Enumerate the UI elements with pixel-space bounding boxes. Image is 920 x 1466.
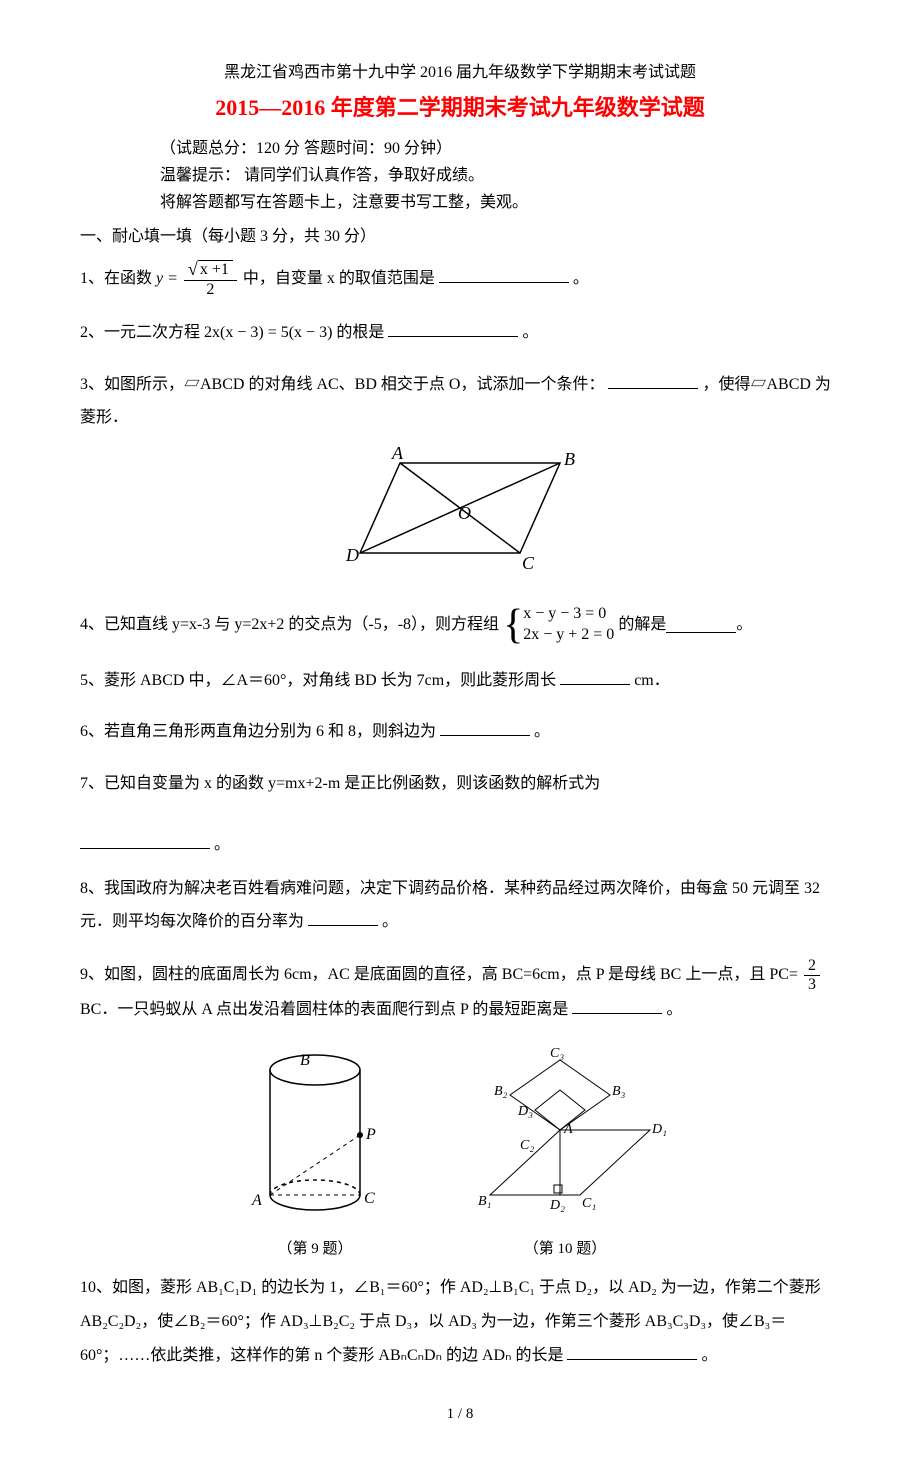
blank [308,909,378,926]
info-line2: 温馨提示： 请同学们认真作答，争取好成绩。 [160,162,840,189]
blank [666,616,736,633]
figure-9-caption: （第 9 题） [240,1237,390,1261]
blank [567,1343,697,1360]
question-6: 6、若直角三角形两直角边分别为 6 和 8，则斜边为 。 [80,715,840,749]
question-1: 1、在函数 y = √x +1 2 中，自变量 x 的取值范围是 。 [80,260,840,298]
q4-text-c: 。 [736,608,752,642]
figure-10-caption: （第 10 题） [450,1237,680,1261]
question-9: 9、如图，圆柱的底面周长为 6cm，AC 是底面圆的直径，高 BC=6cm，点 … [80,957,840,1027]
q2-text-c: 。 [522,324,538,341]
q4-eq1: x − y − 3 = 0 [523,604,614,625]
svg-text:C₁: C₁ [582,1196,596,1211]
info-line1: （试题总分：120 分 答题时间：90 分钟） [160,135,840,162]
svg-text:D₃: D₃ [517,1104,533,1119]
figure-10: A B₁ C₁ D₁ D₂ B₂ C₂ D₃ C₃ B₃ （第 10 题） [450,1045,680,1262]
svg-text:D₁: D₁ [651,1122,667,1137]
q1-text-a: 1、在函数 [80,270,152,287]
svg-text:D₂: D₂ [549,1198,565,1213]
figure-3-parallelogram: A B C D O [330,443,590,573]
page-number: 1 / 8 [80,1402,840,1426]
svg-text:B₁: B₁ [478,1194,491,1209]
label-D: D [345,545,359,565]
figure-9: B P A C （第 9 题） [240,1045,390,1262]
q2-text-b: 的根是 [336,324,384,341]
label-B: B [564,449,575,469]
blank [439,266,569,283]
blank [80,832,210,849]
svg-text:C₂: C₂ [520,1138,534,1153]
svg-text:C: C [364,1190,375,1207]
sqrt-icon: √x +1 [188,260,233,279]
svg-text:A: A [563,1122,573,1137]
section-1-header: 一、耐心填一填（每小题 3 分，共 30 分） [80,224,840,250]
blank [608,372,698,389]
blank [572,997,662,1014]
label-C: C [522,553,535,573]
info-line3: 将解答题都写在答题卡上，注意要书写工整，美观。 [160,189,840,216]
q4-eq2: 2x − y + 2 = 0 [523,625,614,646]
svg-text:B₂: B₂ [494,1084,508,1099]
q3-text-a: 3、如图所示，▱ABCD 的对角线 AC、BD 相交于点 O，试添加一个条件： [80,376,604,393]
blank [440,719,530,736]
q6-text-b: 。 [534,723,550,740]
q2-eq: 2x(x − 3) = 5(x − 3) [204,324,332,341]
q8-text-a: 8、我国政府为解决老百姓看病难问题，决定下调药品价格．某种药品经过两次降价，由每… [80,880,820,931]
equation-system: { x − y − 3 = 0 2x − y + 2 = 0 [503,604,614,646]
q10-text-b: 。 [701,1347,717,1364]
q9-text-c: 。 [666,1001,682,1018]
q9-text-a: 9、如图，圆柱的底面周长为 6cm，AC 是底面圆的直径，高 BC=6cm，点 … [80,966,798,983]
figure-row: B P A C （第 9 题） A B₁ C₁ D₁ D₂ B₂ C₂ D₃ [80,1045,840,1262]
question-7: 7、已知自变量为 x 的函数 y=mx+2-m 是正比例函数，则该函数的解析式为… [80,767,840,862]
svg-text:P: P [365,1126,376,1143]
q1-y: y = [156,270,178,287]
q6-text-a: 6、若直角三角形两直角边分别为 6 和 8，则斜边为 [80,723,436,740]
question-4: 4、已知直线 y=x-3 与 y=2x+2 的交点为（-5，-8），则方程组 {… [80,604,840,646]
q1-text-b: 中，自变量 x 的取值范围是 [243,270,435,287]
q7-text-b: 。 [214,836,230,853]
q5-text-a: 5、菱形 ABCD 中，∠A＝60°，对角线 BD 长为 7cm，则此菱形周长 [80,672,556,689]
label-A: A [391,443,404,463]
question-5: 5、菱形 ABCD 中，∠A＝60°，对角线 BD 长为 7cm，则此菱形周长 … [80,664,840,698]
doc-title: 2015—2016 年度第二学期期末考试九年级数学试题 [80,90,840,125]
svg-text:B₃: B₃ [612,1084,626,1099]
question-2: 2、一元二次方程 2x(x − 3) = 5(x − 3) 的根是 。 [80,316,840,350]
blank [560,668,630,685]
q7-text-a: 7、已知自变量为 x 的函数 y=mx+2-m 是正比例函数，则该函数的解析式为 [80,775,600,792]
info-block: （试题总分：120 分 答题时间：90 分钟） 温馨提示： 请同学们认真作答，争… [160,135,840,217]
q9-fraction: 2 3 [804,957,820,993]
question-8: 8、我国政府为解决老百姓看病难问题，决定下调药品价格．某种药品经过两次降价，由每… [80,872,840,939]
q1-fraction: √x +1 2 [184,260,237,298]
q8-text-b: 。 [382,913,398,930]
q4-text-a: 4、已知直线 y=x-3 与 y=2x+2 的交点为（-5，-8），则方程组 [80,608,499,642]
question-10: 10、如图，菱形 AB₁C₁D₁ 的边长为 1，∠B₁＝60°；作 AD₂⊥B₁… [80,1271,840,1372]
q1-text-c: 。 [573,270,589,287]
q9-text-b: BC．一只蚂蚁从 A 点出发沿着圆柱体的表面爬行到点 P 的最短距离是 [80,1001,568,1018]
q4-text-b: 的解是 [618,608,666,642]
svg-text:B: B [300,1052,310,1069]
svg-text:C₃: C₃ [550,1046,564,1061]
label-O: O [458,503,471,523]
blank [388,320,518,337]
question-3: 3、如图所示，▱ABCD 的对角线 AC、BD 相交于点 O，试添加一个条件： … [80,368,840,586]
doc-header: 黑龙江省鸡西市第十九中学 2016 届九年级数学下学期期末考试试题 [80,60,840,86]
q5-text-b: cm． [634,672,670,689]
svg-text:A: A [251,1192,262,1209]
q2-text-a: 2、一元二次方程 [80,324,200,341]
